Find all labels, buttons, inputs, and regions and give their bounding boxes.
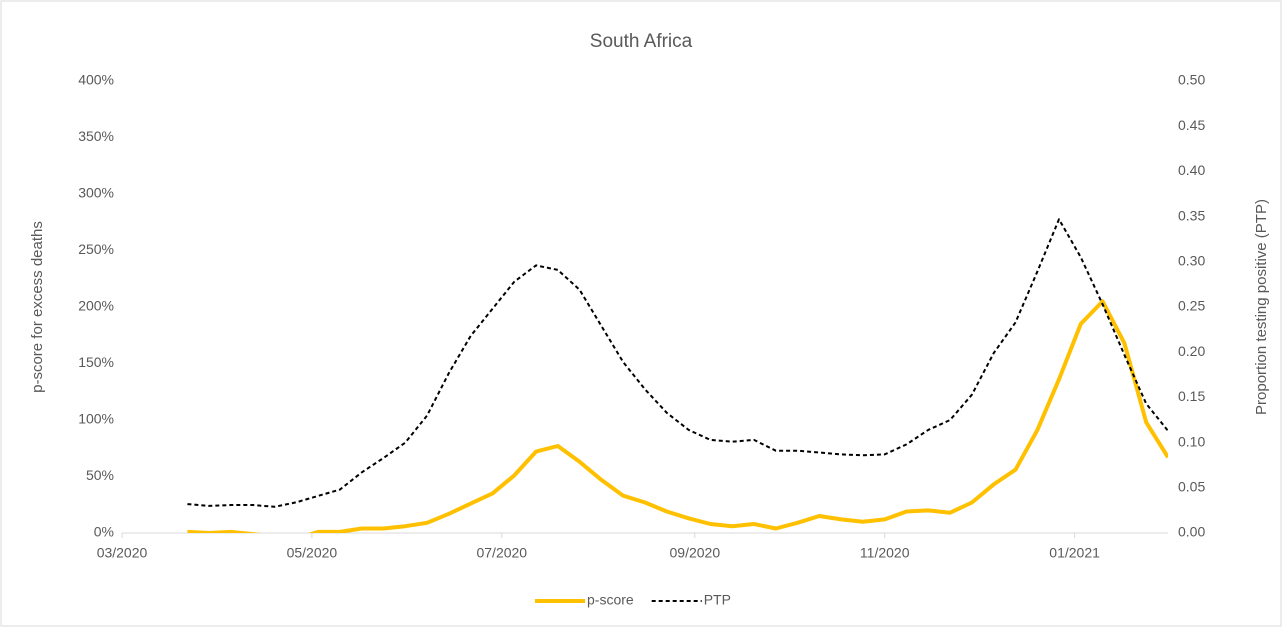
y-tick-label: 100% <box>78 411 114 427</box>
plot-area <box>187 218 1168 533</box>
y-tick-label: 150% <box>78 354 114 370</box>
y2-tick-label: 0.15 <box>1178 388 1205 404</box>
x-tick-label: 07/2020 <box>476 545 527 561</box>
x-tick-label: 01/2021 <box>1049 545 1100 561</box>
y2-tick-label: 0.10 <box>1178 433 1205 449</box>
chart-title: South Africa <box>590 31 693 52</box>
legend-label: p-score <box>587 592 634 608</box>
x-tick-label: 11/2020 <box>860 545 910 561</box>
y2-tick-label: 0.20 <box>1178 343 1205 359</box>
y-tick-label: 0% <box>94 524 114 540</box>
y2-axis-title: Proportion testing positive (PTP) <box>1253 199 1270 415</box>
y-axis-title: p-score for excess deaths <box>29 221 46 393</box>
x-tick-label: 05/2020 <box>287 545 338 561</box>
legend-label: PTP <box>704 592 731 608</box>
y2-tick-label: 0.25 <box>1178 298 1205 314</box>
y-tick-label: 300% <box>78 185 114 201</box>
y2-tick-label: 0.40 <box>1178 162 1205 178</box>
y2-tick-label: 0.35 <box>1178 207 1205 223</box>
y-tick-label: 400% <box>78 72 114 88</box>
y2-tick-label: 0.00 <box>1178 524 1205 540</box>
y-tick-label: 50% <box>86 467 114 483</box>
data-line <box>187 218 1168 508</box>
x-tick-label: 03/2020 <box>97 545 148 561</box>
y-tick-label: 350% <box>78 128 114 144</box>
y-tick-label: 250% <box>78 241 114 257</box>
y2-tick-label: 0.30 <box>1178 253 1205 269</box>
y-tick-label: 200% <box>78 298 114 314</box>
x-tick-label: 09/2020 <box>670 545 721 561</box>
y2-tick-label: 0.05 <box>1178 479 1205 495</box>
data-line <box>187 299 1168 533</box>
y2-tick-label: 0.45 <box>1178 117 1205 133</box>
y2-tick-label: 0.50 <box>1178 72 1205 88</box>
